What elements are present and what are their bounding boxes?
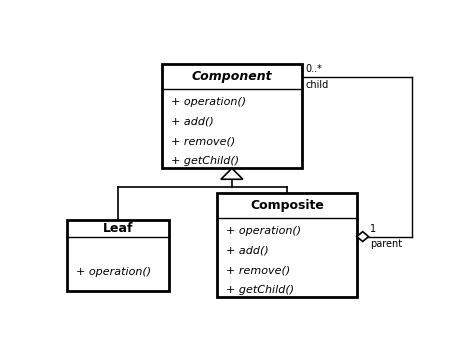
Polygon shape [221, 168, 243, 179]
Text: + getChild(): + getChild() [227, 285, 294, 295]
Bar [162, 65, 301, 168]
Text: Leaf: Leaf [103, 222, 133, 235]
Text: + operation(): + operation() [227, 226, 301, 236]
Polygon shape [357, 232, 369, 241]
Text: parent: parent [370, 239, 402, 249]
Text: + operation(): + operation() [171, 97, 246, 107]
Text: + remove(): + remove() [171, 137, 236, 147]
Bar [66, 220, 170, 291]
Text: 1: 1 [370, 224, 376, 234]
Text: Composite: Composite [250, 199, 324, 212]
Text: + remove(): + remove() [227, 265, 291, 275]
Bar [217, 193, 357, 297]
Text: + operation(): + operation() [76, 267, 151, 278]
Text: child: child [305, 80, 328, 90]
Text: 0..*: 0..* [305, 64, 322, 73]
Text: + add(): + add() [171, 117, 214, 127]
Text: Component: Component [191, 70, 272, 83]
Text: + getChild(): + getChild() [171, 157, 239, 166]
Text: + add(): + add() [227, 245, 269, 256]
